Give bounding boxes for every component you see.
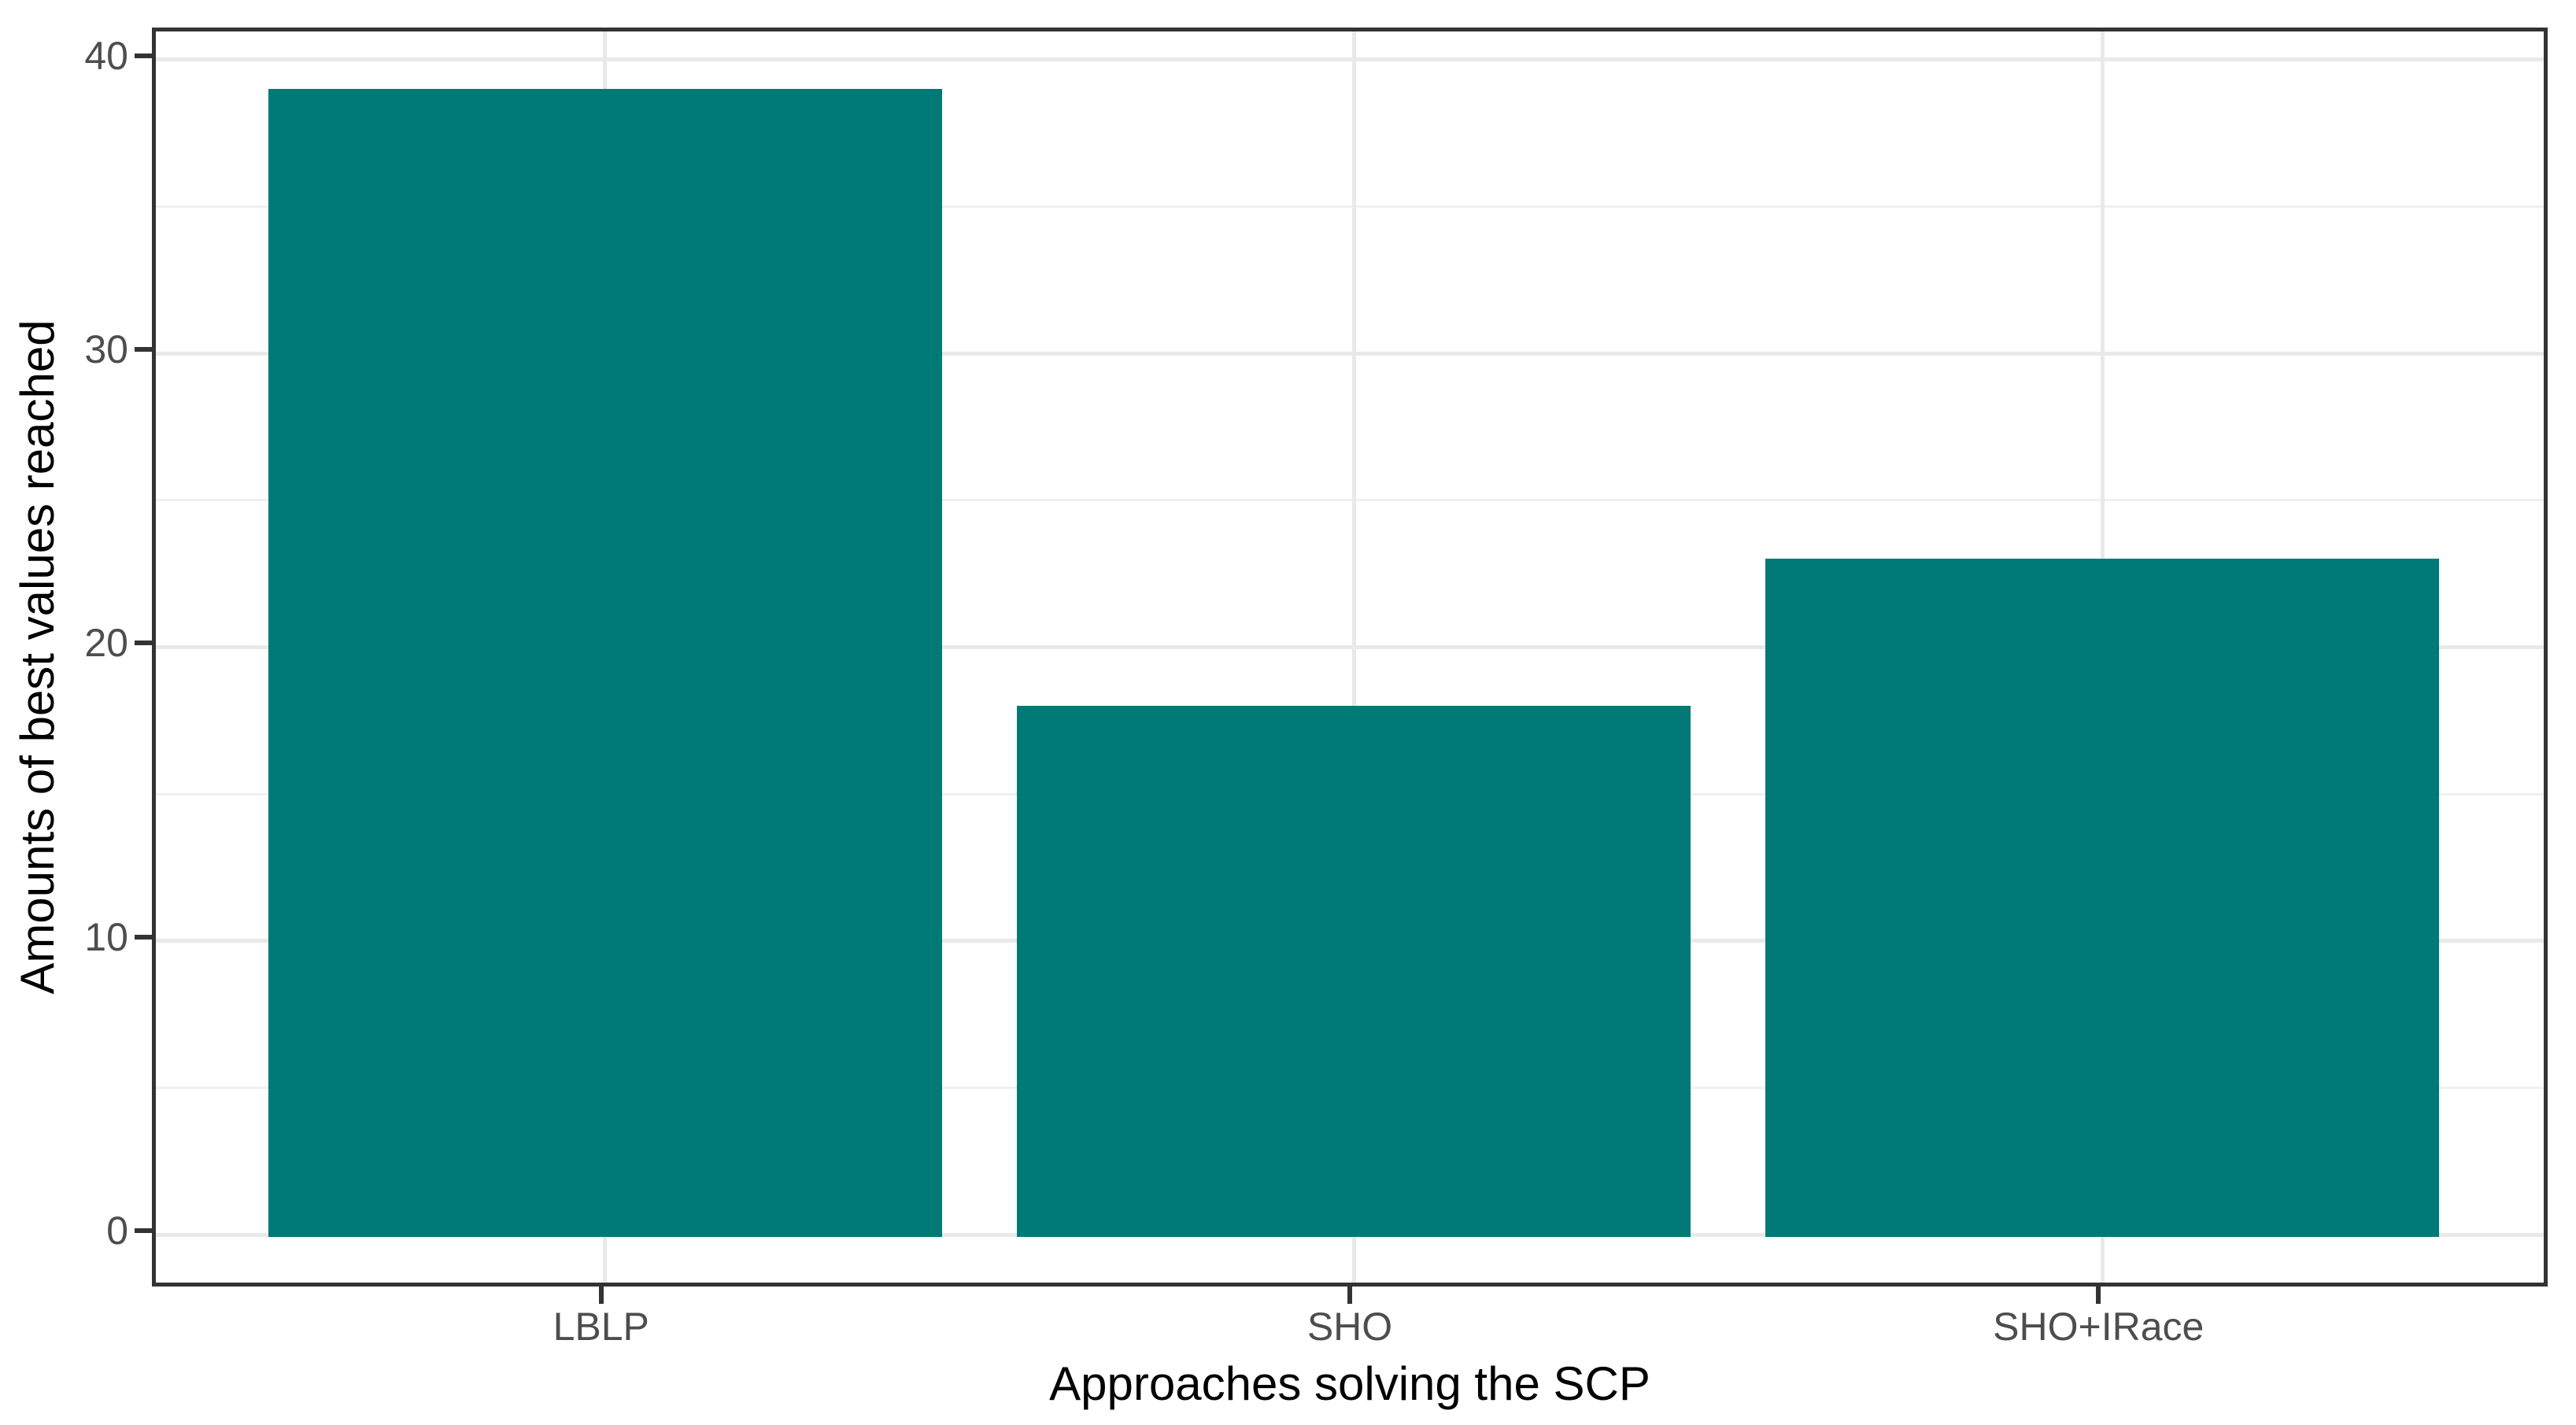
gridline-major-y-30 [156,351,2544,356]
y-tick-label-30: 30 [84,327,128,372]
y-tick-mark-10 [135,934,152,940]
bar-layer [156,31,2544,1283]
x-tick-mark-1 [1347,1287,1352,1304]
gridline-major-y-20 [156,644,2544,649]
y-tick-label-0: 0 [106,1209,128,1253]
plot-panel [152,28,2548,1287]
gridline-major-x-1 [1351,31,1356,1283]
y-tick-mark-30 [135,347,152,353]
gridline-minor-y-35 [156,205,2544,208]
x-tick-mark-0 [598,1287,604,1304]
x-tick-label-2: SHO+IRace [1993,1305,2205,1349]
y-tick-mark-40 [135,53,152,58]
x-tick-label-1: SHO [1306,1305,1393,1349]
y-tick-label-20: 20 [84,621,128,666]
gridline-major-y-40 [156,57,2544,62]
gridline-minor-y-25 [156,499,2544,502]
bar-SHO [1016,706,1691,1237]
x-tick-label-0: LBLP [553,1305,649,1349]
y-tick-label-10: 10 [84,914,128,959]
y-tick-label-40: 40 [84,33,128,78]
bar-SHO+IRace [1765,559,2440,1237]
bar-LBLP [268,89,942,1237]
x-tick-mark-2 [2096,1287,2101,1304]
y-tick-mark-20 [135,641,152,646]
x-axis-title: Approaches solving the SCP [1049,1357,1650,1410]
y-tick-mark-0 [135,1228,152,1233]
